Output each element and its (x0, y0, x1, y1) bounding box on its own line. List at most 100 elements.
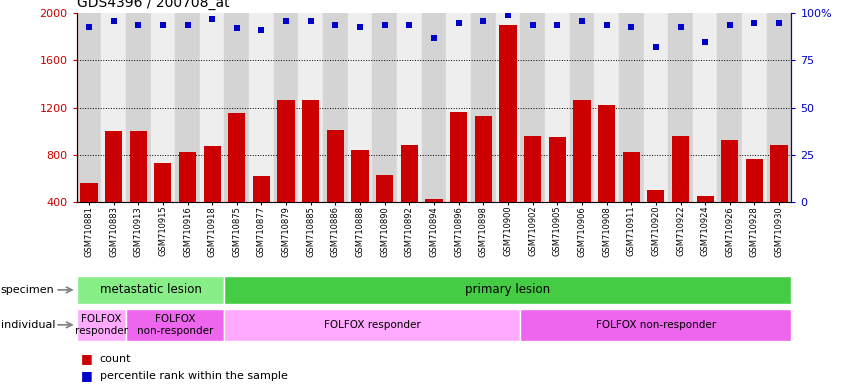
Bar (179, 152, 196, 249)
Point (328, 22, 342, 28)
Bar (495, 13, 520, 202)
Point (403, 22, 416, 28)
Bar (450, 112, 467, 249)
Bar (77, 309, 126, 341)
Text: ■: ■ (81, 353, 93, 366)
Point (254, 27, 268, 33)
Point (723, 22, 737, 28)
Bar (376, 175, 393, 249)
Bar (154, 163, 172, 249)
Point (477, 18, 490, 24)
Bar (126, 13, 151, 202)
Bar (151, 13, 175, 202)
Bar (175, 13, 200, 202)
Text: ■: ■ (81, 369, 93, 382)
Bar (126, 309, 225, 341)
Bar (569, 13, 594, 202)
Point (575, 18, 589, 24)
Bar (643, 13, 668, 202)
Bar (471, 13, 495, 202)
Text: FOLFOX
responder: FOLFOX responder (75, 314, 128, 336)
Bar (524, 136, 541, 249)
Text: FOLFOX non-responder: FOLFOX non-responder (596, 320, 716, 330)
Bar (351, 150, 368, 249)
Bar (721, 141, 739, 249)
Bar (672, 136, 689, 249)
Point (156, 22, 169, 28)
Bar (249, 13, 274, 202)
Bar (668, 13, 693, 202)
Bar (767, 13, 791, 202)
Bar (203, 146, 220, 249)
Bar (500, 25, 517, 249)
Point (205, 16, 219, 22)
Bar (277, 101, 294, 249)
Bar (745, 159, 763, 249)
Bar (299, 13, 323, 202)
Bar (200, 13, 225, 202)
Bar (225, 13, 249, 202)
Bar (80, 183, 98, 249)
Bar (475, 116, 492, 249)
Bar (77, 276, 225, 304)
Bar (225, 309, 520, 341)
Point (501, 12, 515, 18)
Point (82, 23, 95, 30)
Point (427, 35, 441, 41)
Bar (101, 13, 126, 202)
Text: percentile rank within the sample: percentile rank within the sample (100, 371, 288, 381)
Text: metastatic lesion: metastatic lesion (100, 283, 202, 296)
Text: FOLFOX responder: FOLFOX responder (324, 320, 420, 330)
Bar (574, 101, 591, 249)
Bar (594, 13, 619, 202)
Point (452, 20, 465, 26)
Point (180, 22, 194, 28)
Point (230, 25, 243, 31)
Text: FOLFOX
non-responder: FOLFOX non-responder (137, 314, 214, 336)
Text: GDS4396 / 200708_at: GDS4396 / 200708_at (77, 0, 229, 10)
Bar (348, 13, 373, 202)
Bar (648, 190, 665, 249)
Point (649, 44, 663, 50)
Bar (623, 152, 640, 249)
Point (353, 23, 367, 30)
Point (551, 22, 564, 28)
Bar (397, 13, 422, 202)
Bar (520, 13, 545, 202)
Bar (549, 137, 566, 249)
Bar (77, 13, 101, 202)
Bar (446, 13, 471, 202)
Point (674, 23, 688, 30)
Bar (770, 145, 788, 249)
Point (131, 22, 145, 28)
Text: individual: individual (1, 320, 55, 330)
Bar (545, 13, 569, 202)
Point (625, 23, 638, 30)
Point (304, 18, 317, 24)
Bar (327, 130, 344, 249)
Bar (696, 196, 714, 249)
Text: count: count (100, 354, 131, 364)
Text: specimen: specimen (1, 285, 54, 295)
Point (600, 22, 614, 28)
Bar (129, 131, 147, 249)
Point (526, 22, 540, 28)
Bar (274, 13, 299, 202)
Bar (323, 13, 348, 202)
Bar (401, 145, 418, 249)
Point (699, 39, 712, 45)
Text: primary lesion: primary lesion (465, 283, 551, 296)
Bar (426, 199, 443, 249)
Bar (598, 105, 615, 249)
Bar (225, 276, 791, 304)
Bar (520, 309, 791, 341)
Bar (373, 13, 397, 202)
Bar (302, 100, 319, 249)
Bar (105, 131, 123, 249)
Bar (717, 13, 742, 202)
Bar (253, 176, 270, 249)
Bar (228, 113, 245, 249)
Bar (619, 13, 643, 202)
Point (773, 20, 786, 26)
Point (106, 18, 120, 24)
